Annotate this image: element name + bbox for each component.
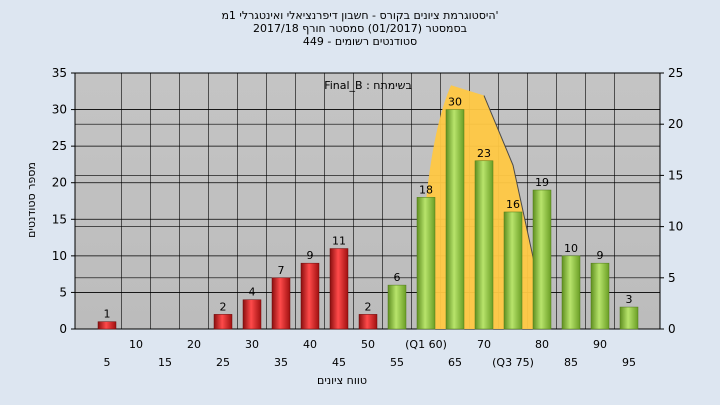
x-tick-label: 45 [332, 356, 346, 369]
y-tick-label: 35 [52, 66, 67, 80]
x-tick-label: 10 [129, 338, 143, 351]
y-tick-label: 15 [52, 212, 67, 226]
legend-label: Final_B : בשימתח [324, 79, 412, 92]
bar-series [97, 109, 639, 330]
x-tick-label: 95 [622, 356, 636, 369]
y-axis-title: מספר סטודנטים [25, 162, 38, 238]
data-label: 30 [448, 96, 462, 109]
bar [445, 109, 465, 330]
bar [242, 299, 262, 330]
bar [474, 160, 494, 330]
y2-tick-label: 20 [668, 117, 683, 131]
bar [97, 321, 117, 330]
x-tick-label: 85 [564, 356, 578, 369]
data-label: 4 [249, 286, 256, 299]
bar [561, 255, 581, 330]
data-label: 10 [564, 242, 578, 255]
bar [590, 262, 610, 330]
data-label: 11 [332, 235, 346, 248]
y-tick-label: 0 [59, 322, 67, 336]
right-y-axis: 0 5 10 15 20 25 [660, 66, 683, 336]
y-tick-label: 30 [52, 103, 67, 117]
y2-tick-label: 25 [668, 66, 683, 80]
x-tick-label: 50 [361, 338, 375, 351]
data-label: 6 [394, 271, 401, 284]
y2-tick-label: 15 [668, 168, 683, 182]
x-tick-label: 5 [104, 356, 111, 369]
bar [213, 314, 233, 330]
chart-title: היסטוגרמת ציונים בקורס - חשבון דיפרנציאל… [221, 9, 499, 22]
bar [300, 262, 320, 330]
data-label: 3 [626, 293, 633, 306]
bar [271, 277, 291, 330]
data-label: 9 [307, 249, 314, 262]
x-tick-label: 70 [477, 338, 491, 351]
x-tick-label: 55 [390, 356, 404, 369]
x-tick-label: 90 [593, 338, 607, 351]
x-axis-title: טווח ציונים [317, 374, 367, 387]
x-tick-label: (Q1 60) [405, 338, 447, 351]
bar [416, 197, 436, 330]
bar [387, 284, 407, 330]
data-label: 2 [220, 300, 227, 313]
bar [619, 306, 639, 330]
chart-subtitle: בסמסטר (01/2017) סמסטר חורף 2017/18 [253, 22, 467, 35]
y-tick-label: 25 [52, 139, 67, 153]
x-tick-label: (Q3 75) [492, 356, 534, 369]
registered-students: 449 - סטודנטים רשומים [302, 35, 418, 48]
x-tick-label: 35 [274, 356, 288, 369]
y-tick-label: 5 [59, 285, 67, 299]
y-tick-label: 10 [52, 249, 67, 263]
x-tick-label: 65 [448, 356, 462, 369]
bar [503, 211, 523, 330]
bar [329, 248, 349, 330]
data-label: 16 [506, 198, 520, 211]
x-tick-label: 80 [535, 338, 549, 351]
bar [358, 314, 378, 330]
data-label: 18 [419, 183, 433, 196]
bar [532, 189, 552, 330]
y-tick-label: 20 [52, 176, 67, 190]
data-labels: 1 2 4 7 9 11 2 6 18 30 23 16 19 10 9 3 [104, 96, 633, 321]
data-label: 1 [104, 308, 111, 321]
x-tick-label: 40 [303, 338, 317, 351]
data-label: 7 [278, 264, 285, 277]
x-tick-label: 15 [158, 356, 172, 369]
x-tick-label: 25 [216, 356, 230, 369]
data-label: 19 [535, 176, 549, 189]
data-label: 2 [365, 300, 372, 313]
curve-line [483, 95, 543, 299]
x-tick-label: 20 [187, 338, 201, 351]
y2-tick-label: 5 [668, 271, 676, 285]
y2-tick-label: 10 [668, 220, 683, 234]
left-y-axis: 0 5 10 15 20 25 30 35 [52, 66, 75, 336]
x-tick-label: 30 [245, 338, 259, 351]
data-label: 9 [597, 249, 604, 262]
data-label: 23 [477, 147, 491, 160]
y2-tick-label: 0 [668, 322, 676, 336]
